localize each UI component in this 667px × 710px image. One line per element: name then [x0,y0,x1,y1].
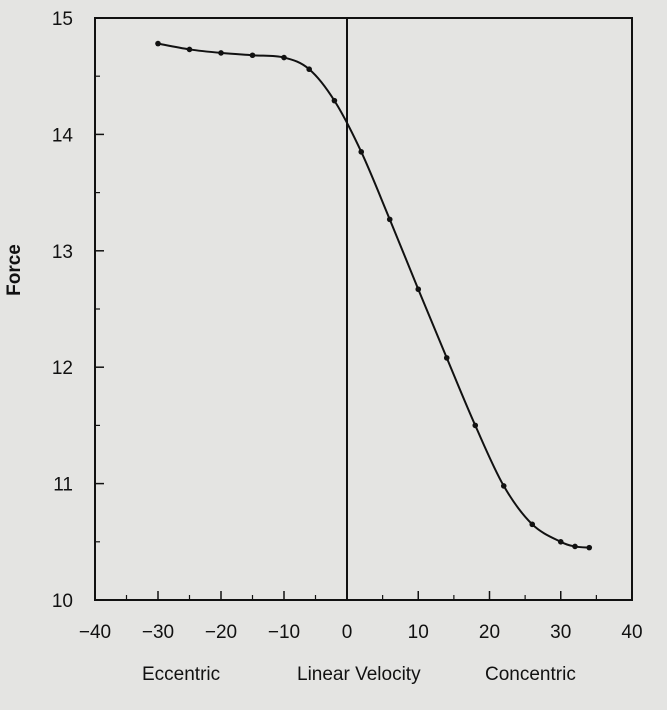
x-tick-label: −20 [205,622,237,643]
x-tick-label: −40 [79,622,111,643]
x-tick-label: −30 [142,622,174,643]
x-tick-label: 10 [408,622,429,643]
x-tick-label: −10 [268,622,300,643]
x-tick-label: 0 [342,622,353,643]
y-axis-title: Force [4,244,25,296]
data-point [443,355,450,361]
y-tick-label: 12 [52,358,73,379]
series-layer [155,40,593,551]
y-tick-label: 10 [52,591,73,612]
data-point [186,46,193,53]
x-axis-ticks: −40 −30 −20 −10 0 10 20 30 40 [79,591,643,643]
concentric-region-label: Concentric [485,664,576,685]
data-point [331,97,338,104]
y-tick-label: 15 [52,9,73,30]
y-tick-label: 11 [53,475,73,496]
data-point [572,543,578,550]
x-tick-label: 20 [479,622,500,643]
data-point [281,54,287,61]
plot-border [94,17,633,601]
y-tick-label: 13 [52,242,73,263]
plot-frame [94,17,633,601]
data-point [529,521,536,528]
data-point [306,66,313,73]
data-point [155,40,161,47]
data-point [415,286,422,293]
data-point [586,544,593,551]
data-point [358,149,365,155]
data-point [472,422,479,429]
eccentric-region-label: Eccentric [142,664,220,685]
x-axis-title: Linear Velocity [297,664,421,685]
data-point [557,539,564,545]
data-point [249,52,256,59]
x-tick-label: 40 [621,622,642,643]
data-point [386,216,393,223]
y-axis-ticks: 10 11 12 13 14 15 [52,9,104,612]
series-line [157,42,590,549]
data-point [218,50,224,56]
x-tick-label: 30 [550,622,571,643]
data-point [500,483,507,489]
y-tick-label: 14 [52,125,74,146]
